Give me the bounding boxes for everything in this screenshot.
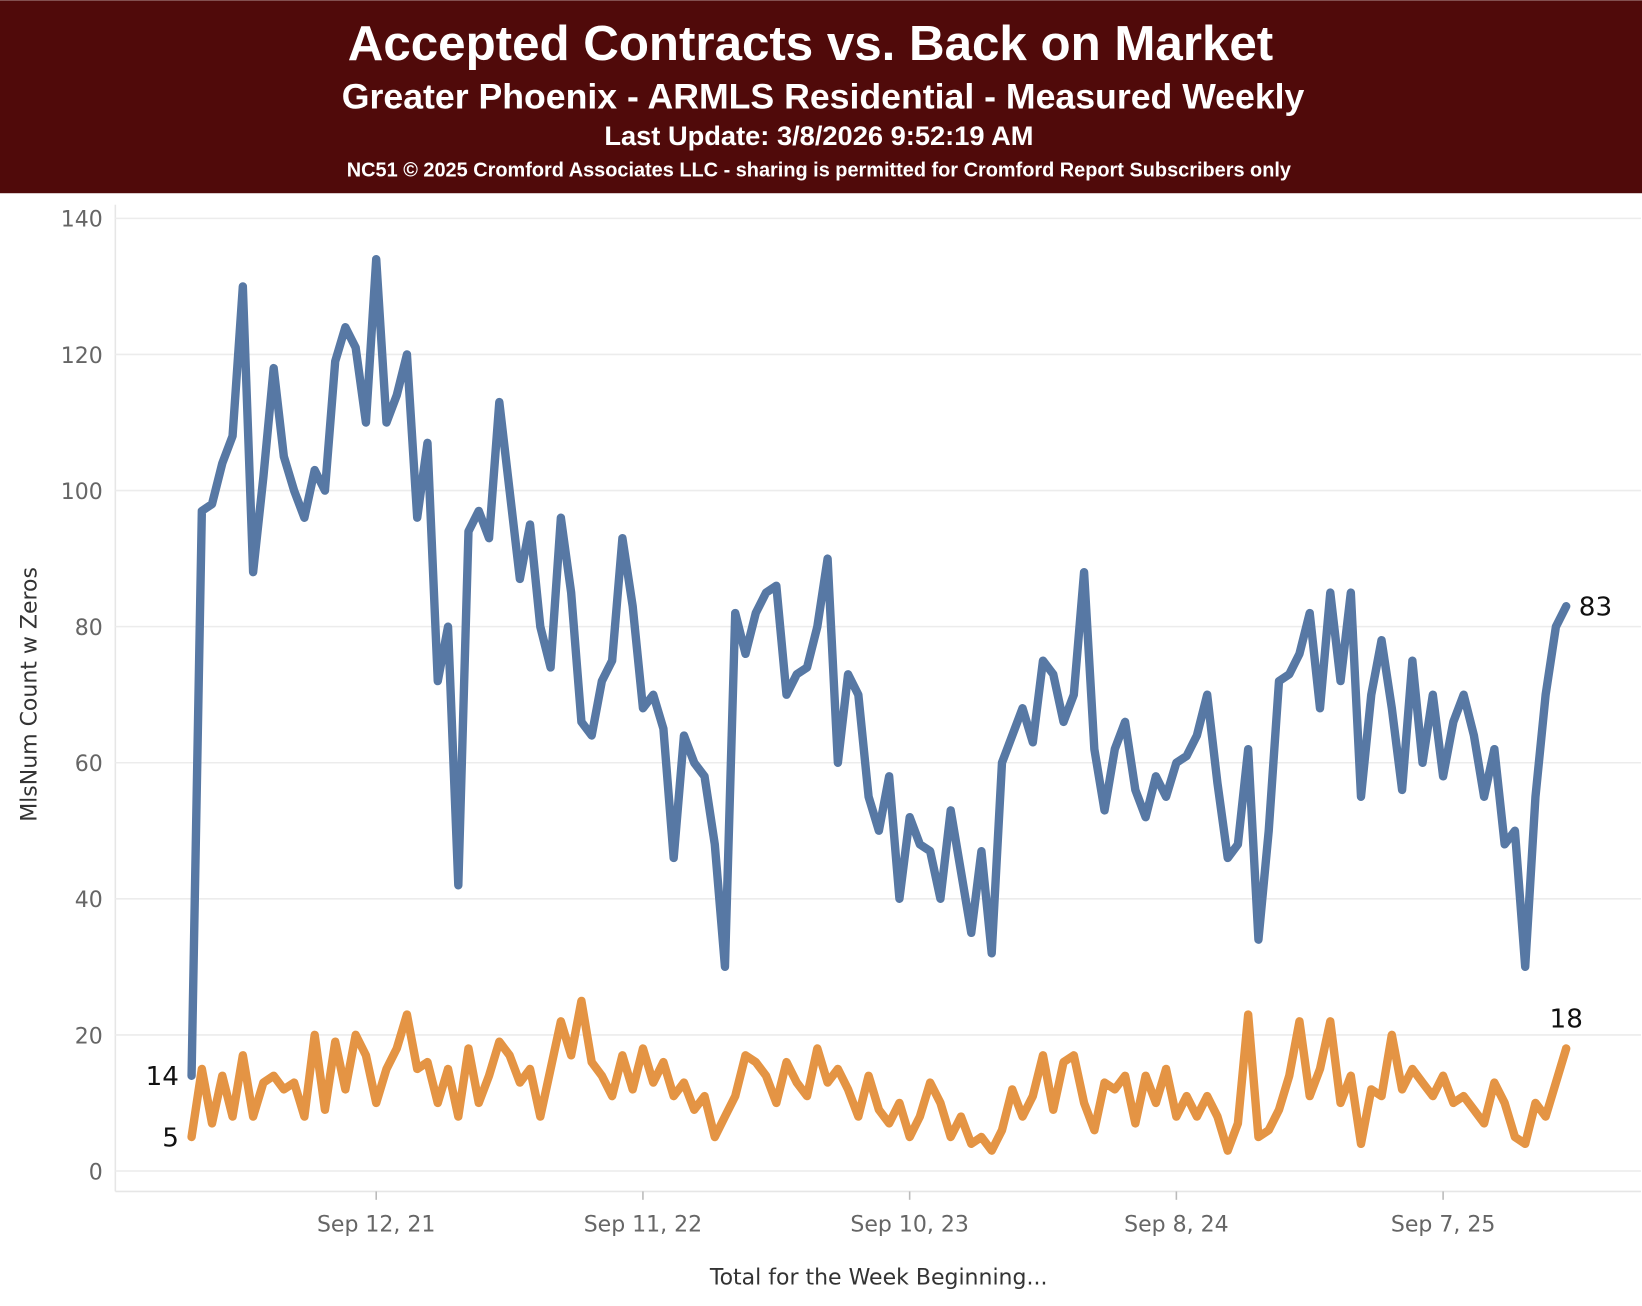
value-label: 83 [1579, 593, 1612, 623]
x-tick-label: Sep 11, 22 [584, 1212, 702, 1237]
y-tick-label: 100 [61, 480, 103, 505]
series-line [187, 996, 1571, 1155]
y-tick-label: 120 [61, 344, 103, 369]
y-axis-title: MlsNum Count w Zeros [18, 567, 43, 822]
chart-subtitle: Greater Phoenix - ARMLS Residential - Me… [342, 76, 1305, 116]
y-tick-label: 60 [75, 752, 103, 777]
x-tick-label: Sep 12, 21 [317, 1212, 435, 1237]
y-tick-label: 20 [75, 1024, 103, 1049]
x-tick-label: Sep 10, 23 [850, 1212, 968, 1237]
series-line [187, 254, 1571, 1080]
copyright-note: NC51 © 2025 Cromford Associates LLC - sh… [347, 159, 1291, 181]
value-label: 14 [146, 1062, 179, 1092]
value-label: 18 [1550, 1005, 1583, 1035]
y-tick-label: 80 [75, 616, 103, 641]
update-note: Last Update: 3/8/2026 9:52:19 AM [604, 120, 1033, 151]
y-tick-label: 140 [61, 208, 103, 233]
value-label: 5 [162, 1123, 179, 1153]
y-tick-label: 0 [89, 1160, 103, 1185]
y-tick-label: 40 [75, 888, 103, 913]
x-tick-label: Sep 7, 25 [1391, 1212, 1495, 1237]
x-tick-label: Sep 8, 24 [1124, 1212, 1228, 1237]
chart-title: Accepted Contracts vs. Back on Market [348, 16, 1273, 71]
x-axis-title: Total for the Week Beginning... [709, 1266, 1048, 1291]
header-band [0, 0, 1642, 194]
